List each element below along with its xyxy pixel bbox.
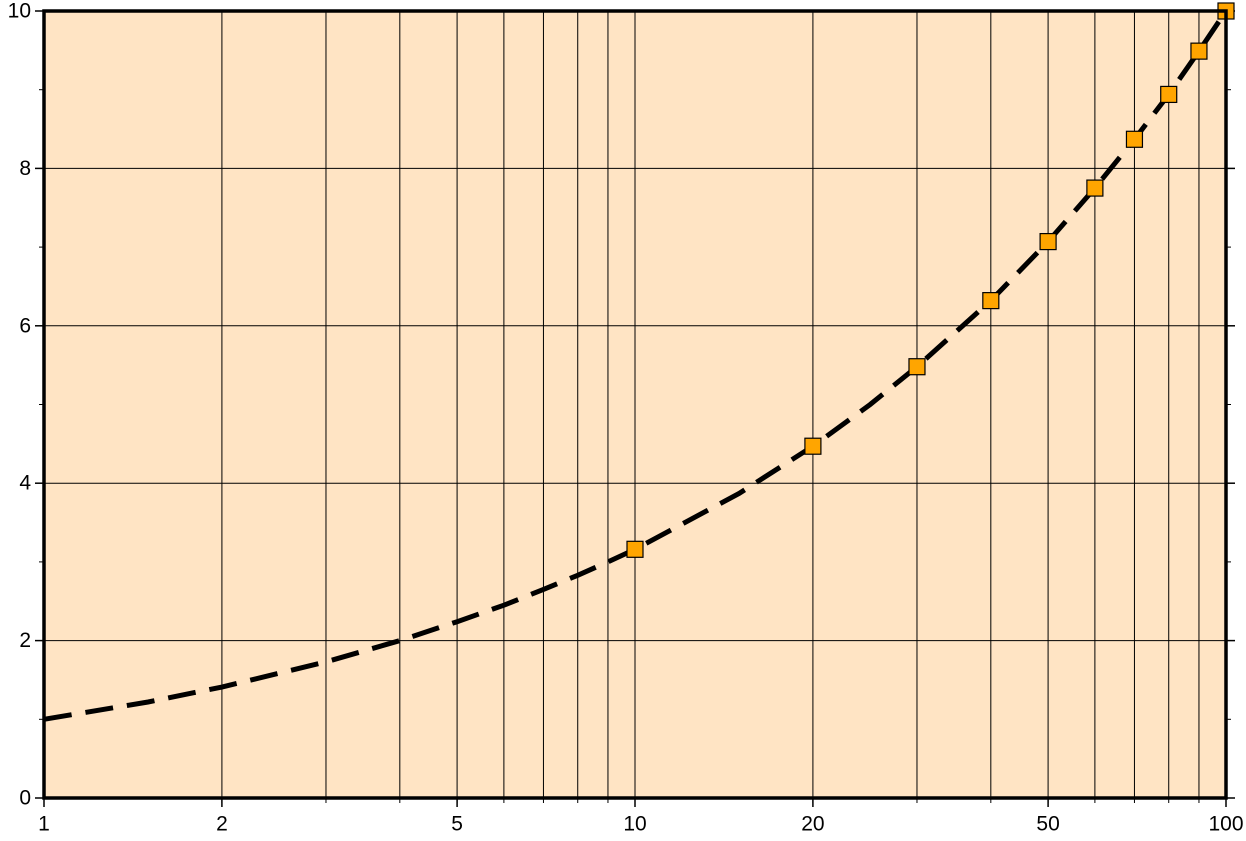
curve xyxy=(43,9,1229,722)
marker xyxy=(1160,85,1178,104)
marker xyxy=(626,540,644,558)
x-tick-label: 2 xyxy=(216,813,228,836)
marker xyxy=(804,437,822,455)
y-tick-label: 0 xyxy=(19,787,31,810)
y-tick-label: 4 xyxy=(19,472,31,495)
marker xyxy=(1125,130,1144,148)
y-tick-label: 10 xyxy=(8,0,31,23)
x-tick-label: 1 xyxy=(38,813,50,836)
marker xyxy=(1039,232,1057,251)
y-tick-label: 6 xyxy=(19,314,31,337)
y-tick-label: 2 xyxy=(19,629,31,652)
marker xyxy=(982,292,1000,310)
x-tick-label: 20 xyxy=(801,813,824,836)
x-tick-label: 10 xyxy=(623,813,646,836)
marker xyxy=(908,358,926,376)
marker xyxy=(1086,179,1104,197)
plot-frame xyxy=(42,9,1228,800)
x-tick-label: 5 xyxy=(451,813,463,836)
marker xyxy=(1190,42,1208,60)
x-tick-label: 100 xyxy=(1208,813,1243,836)
y-tick-label: 8 xyxy=(19,157,31,180)
x-tick-label: 50 xyxy=(1036,813,1059,836)
